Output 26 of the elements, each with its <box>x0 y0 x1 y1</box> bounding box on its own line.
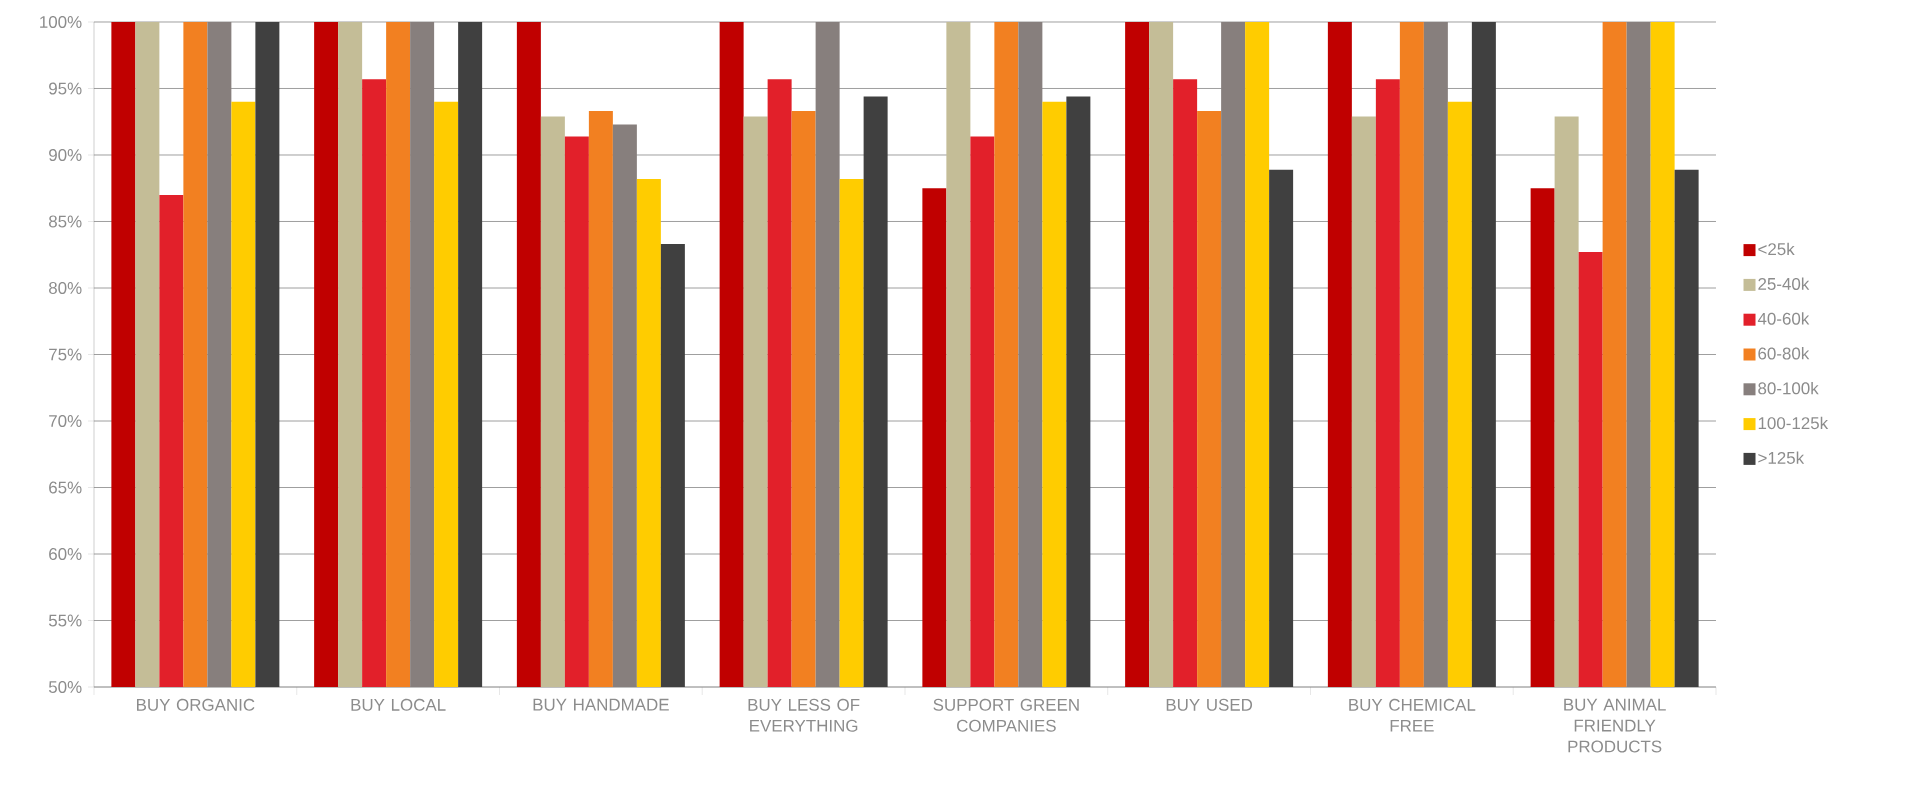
x-tick-label: BUY CHEMICAL FREE <box>1349 698 1476 732</box>
x-tick-label: BUY LOCAL <box>351 698 446 711</box>
y-tick-label: 70% <box>49 415 82 427</box>
legend-label: 100-125k <box>1758 416 1829 430</box>
y-tick-label: 55% <box>48 614 82 627</box>
y-tick-label: 95% <box>49 82 82 95</box>
x-tick-label: BUY USED <box>1166 698 1253 711</box>
legend-label: 80-100k <box>1758 381 1819 395</box>
y-tick-label: 90% <box>49 149 82 161</box>
y-tick-label: 65% <box>49 481 82 494</box>
y-tick-label: 85% <box>48 215 82 228</box>
x-tick-label: BUY ORGANIC <box>137 698 255 711</box>
x-tick-label: BUY ANIMAL FRIENDLY PRODUCTS <box>1564 698 1666 753</box>
y-tick-label: 80% <box>48 282 82 294</box>
legend-label: 60-80k <box>1758 347 1810 360</box>
x-tick-label: BUY HANDMADE <box>533 698 669 711</box>
legend-label: >125k <box>1758 451 1805 464</box>
legend-label: 40-60k <box>1757 312 1810 325</box>
y-tick-label: 100% <box>40 16 82 28</box>
x-tick-label: SUPPORT GREEN COMPANIES <box>933 698 1079 732</box>
y-tick-label: 50% <box>48 681 82 693</box>
legend-label: 25-40k <box>1758 277 1810 290</box>
x-tick-label: BUY LESS OF EVERYTHING <box>748 698 860 732</box>
y-tick-label: 60% <box>49 548 82 560</box>
y-tick-label: 75% <box>49 348 82 361</box>
legend-label: <25k <box>1758 242 1795 256</box>
